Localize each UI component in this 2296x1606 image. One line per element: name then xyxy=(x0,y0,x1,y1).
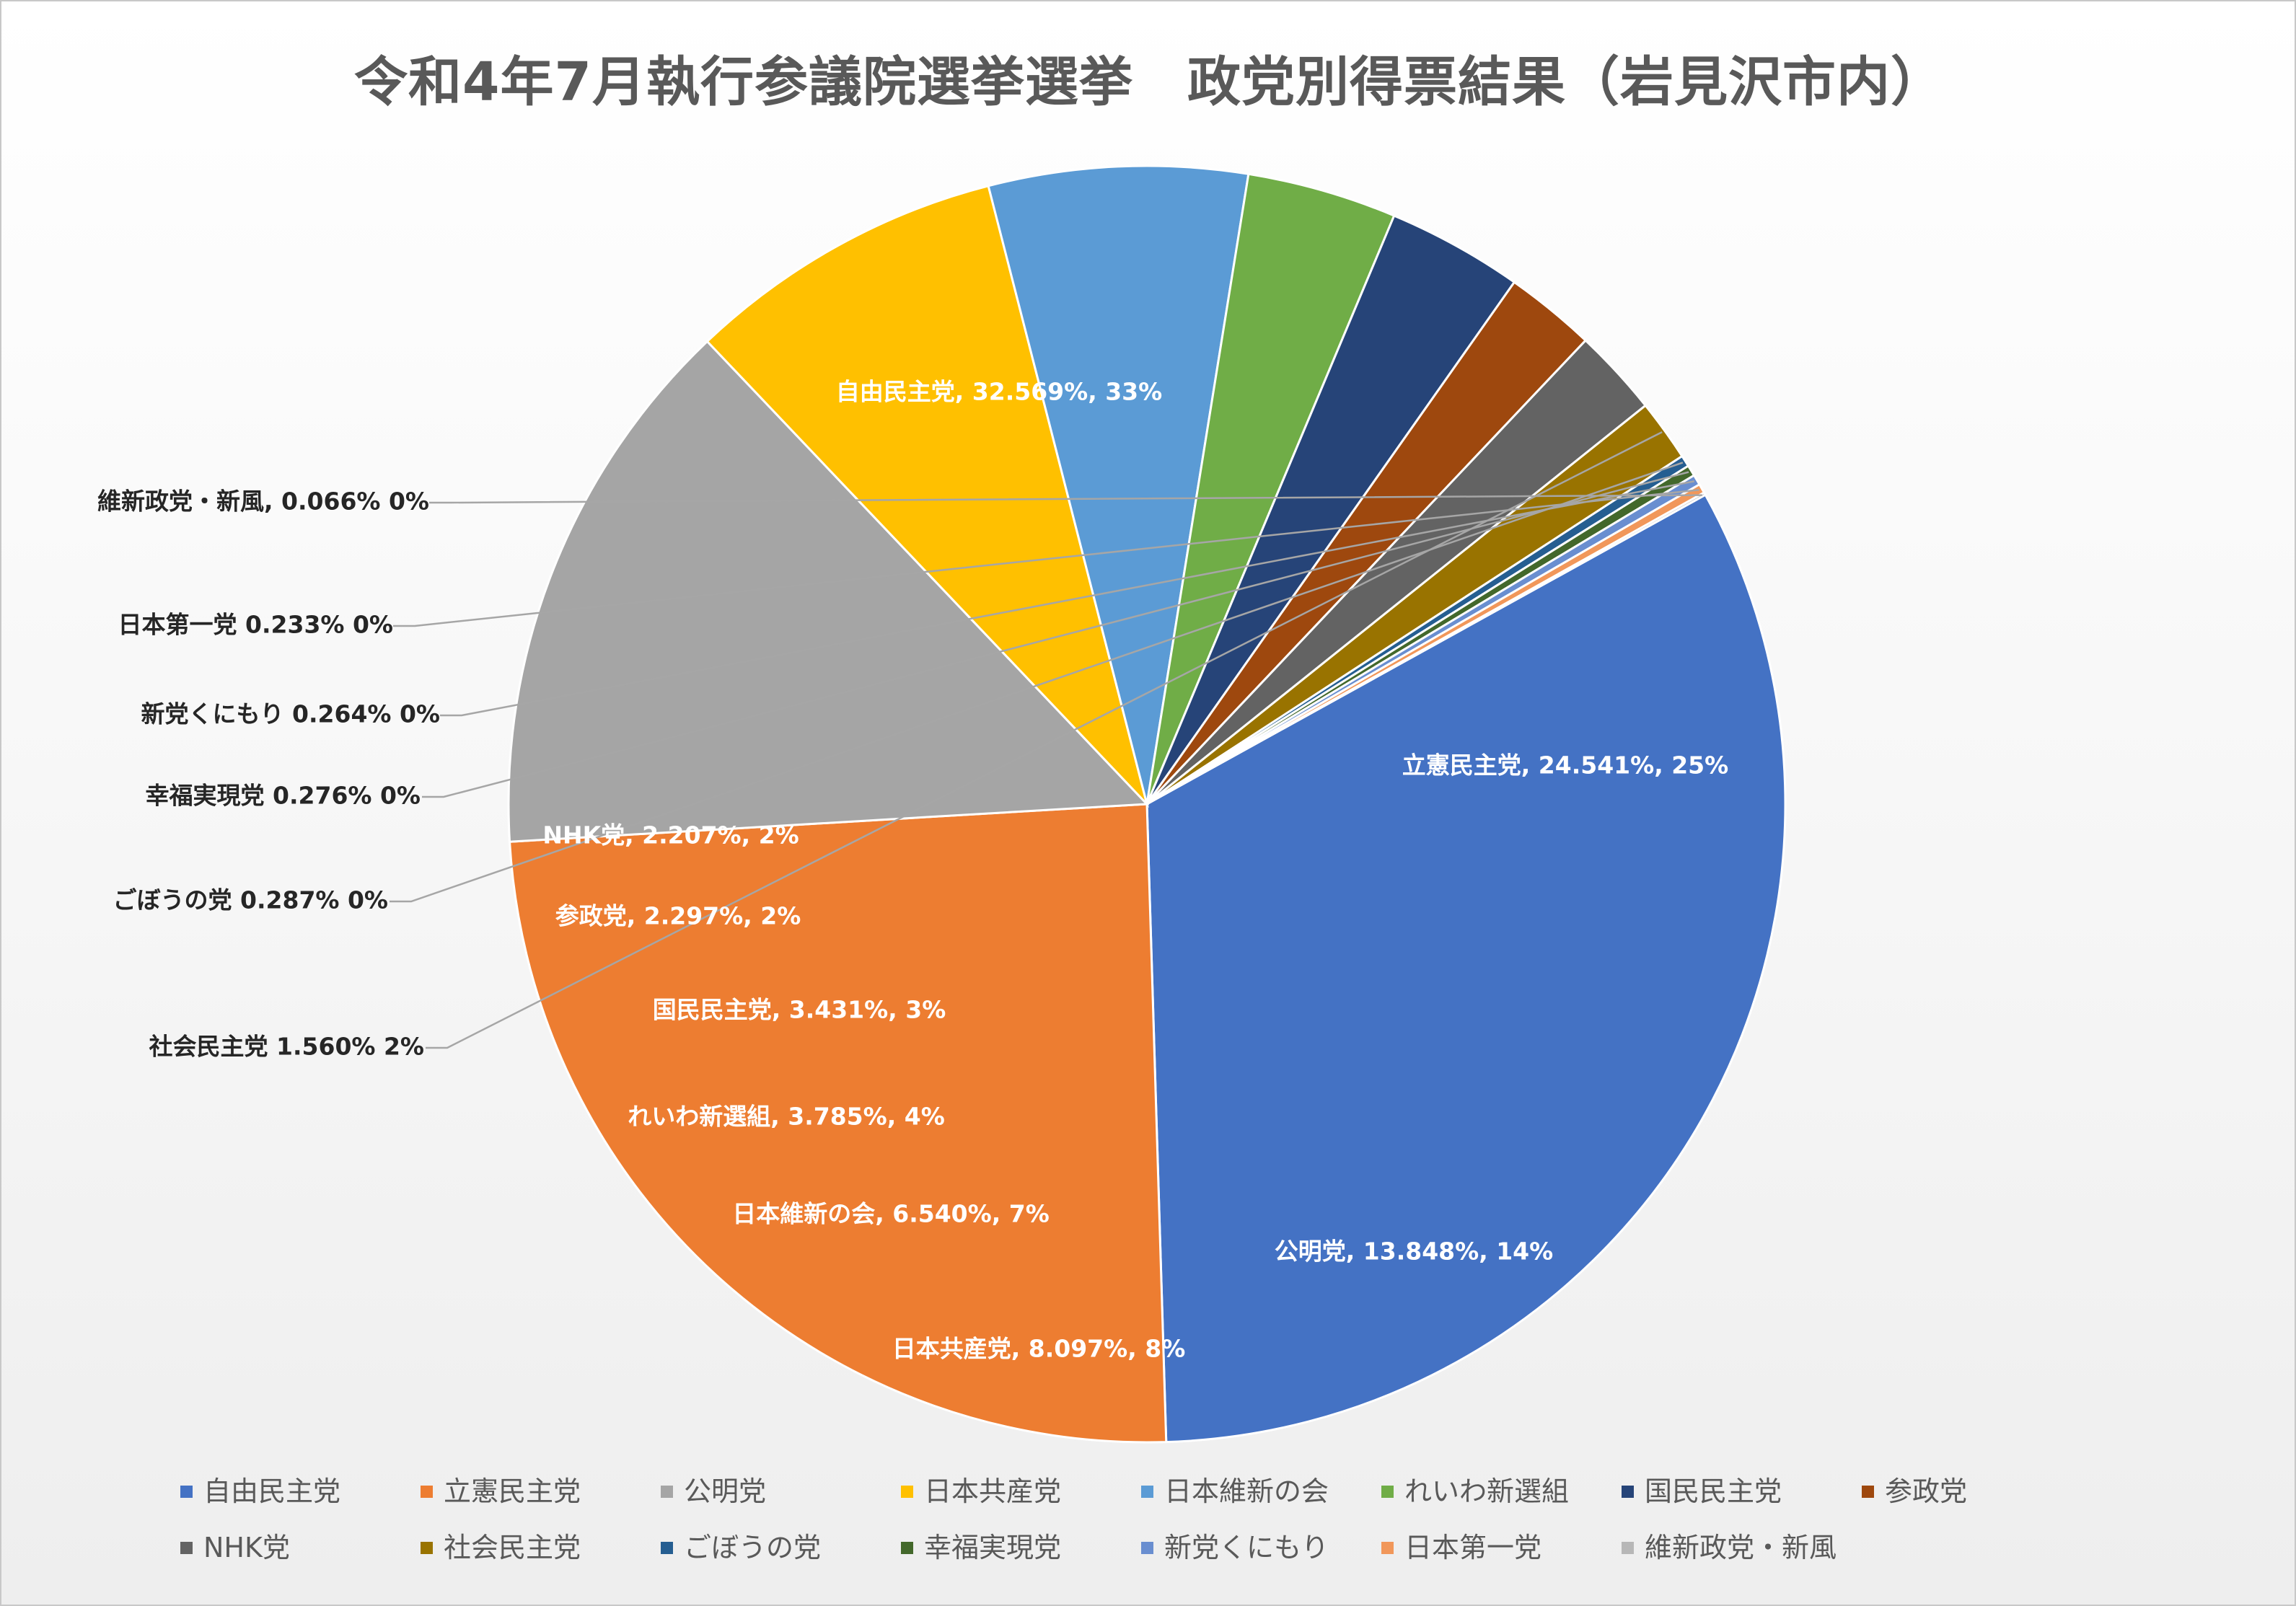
data-label-12: 新党くにもり 0.264% 0% xyxy=(141,700,440,728)
legend-swatch-0 xyxy=(180,1486,193,1498)
data-label-11: 幸福実現党 0.276% 0% xyxy=(146,782,421,810)
legend-swatch-13 xyxy=(1381,1542,1394,1554)
legend-label-1: 立憲民主党 xyxy=(444,1475,581,1507)
pie-slice-3 xyxy=(705,184,1149,808)
legend-swatch-2 xyxy=(661,1486,673,1498)
legend-label-5: れいわ新選組 xyxy=(1404,1475,1570,1507)
data-label-3: 日本共産党, 8.097%, 8% xyxy=(892,1335,1186,1363)
leader-line-11 xyxy=(422,471,1689,798)
pie-slice-1 xyxy=(508,803,1168,1444)
legend-swatch-9 xyxy=(421,1542,433,1554)
chart-title: 令和4年7月執行参議院選挙選挙 政党別得票結果（岩見沢市内） xyxy=(354,51,1945,113)
data-label-5: れいわ新選組, 3.785%, 4% xyxy=(628,1103,945,1131)
legend-label-3: 日本共産党 xyxy=(924,1475,1062,1507)
pie-slice-4 xyxy=(987,164,1250,805)
legend-label-10: ごぼうの党 xyxy=(684,1532,822,1563)
legend-label-13: 日本第一党 xyxy=(1404,1532,1542,1563)
data-label-2: 公明党, 13.848%, 14% xyxy=(1275,1237,1553,1266)
legend-swatch-1 xyxy=(421,1486,433,1498)
leader-line-12 xyxy=(440,480,1695,717)
legend-swatch-5 xyxy=(1381,1486,1394,1498)
leader-line-14 xyxy=(429,494,1702,504)
data-label-8: NHK党, 2.207%, 2% xyxy=(542,821,799,850)
pie-slice-2 xyxy=(507,340,1150,843)
legend-swatch-8 xyxy=(180,1542,193,1554)
legend-label-8: NHK党 xyxy=(203,1532,290,1563)
legend-label-7: 参政党 xyxy=(1885,1475,1968,1507)
legend-swatch-11 xyxy=(901,1542,913,1554)
leader-line-9 xyxy=(426,431,1663,1049)
legend-swatch-3 xyxy=(901,1486,913,1498)
legend-label-9: 社会民主党 xyxy=(444,1532,581,1563)
data-label-1: 立憲民主党, 24.541%, 25% xyxy=(1402,751,1728,780)
legend-label-2: 公明党 xyxy=(684,1475,767,1507)
data-label-6: 国民民主党, 3.431%, 3% xyxy=(653,996,946,1024)
legend-swatch-12 xyxy=(1141,1542,1153,1554)
legend-swatch-6 xyxy=(1622,1486,1634,1498)
legend-swatch-10 xyxy=(661,1542,673,1554)
data-label-4: 日本維新の会, 6.540%, 7% xyxy=(732,1200,1050,1228)
legend-label-11: 幸福実現党 xyxy=(924,1532,1062,1563)
pie-slice-14 xyxy=(1146,490,1707,806)
legend-label-4: 日本維新の会 xyxy=(1164,1475,1329,1507)
pie-slice-5 xyxy=(1145,172,1396,805)
data-label-10: ごぼうの党 0.287% 0% xyxy=(113,886,388,914)
legend-swatch-14 xyxy=(1622,1542,1634,1554)
data-label-9: 社会民主党 1.560% 2% xyxy=(149,1033,424,1061)
legend-label-6: 国民民主党 xyxy=(1645,1475,1782,1507)
legend-swatch-7 xyxy=(1862,1486,1874,1498)
data-label-7: 参政党, 2.297%, 2% xyxy=(555,902,801,930)
legend-label-14: 維新政党・新風 xyxy=(1645,1532,1837,1563)
legend-label-0: 自由民主党 xyxy=(203,1475,341,1507)
pie-slice-0 xyxy=(1145,493,1787,1444)
legend-swatch-4 xyxy=(1141,1486,1153,1498)
leader-line-13 xyxy=(393,489,1699,627)
data-label-14: 維新政党・新風, 0.066% 0% xyxy=(97,487,429,516)
data-label-13: 日本第一党 0.233% 0% xyxy=(118,611,393,639)
data-label-0: 自由民主党, 32.569%, 33% xyxy=(836,378,1162,406)
leader-line-10 xyxy=(390,462,1684,903)
legend-label-12: 新党くにもり xyxy=(1164,1532,1329,1563)
